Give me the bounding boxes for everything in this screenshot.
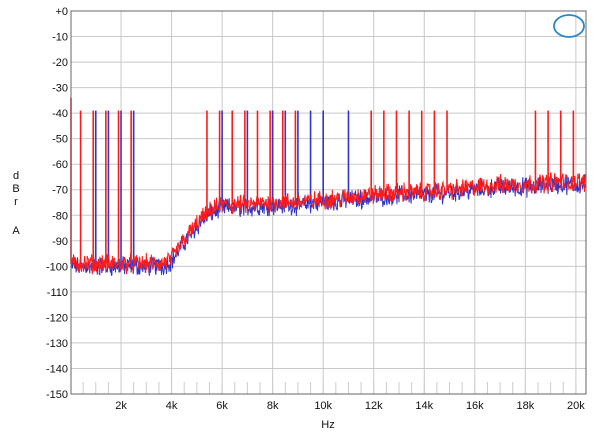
y-axis-title-d: d	[13, 170, 19, 182]
minor-ticks	[82, 382, 577, 394]
y-tick-label: -20	[52, 57, 68, 69]
x-tick-label: 18k	[516, 400, 534, 412]
plot-frame	[70, 10, 587, 395]
y-axis-title-a: A	[12, 225, 20, 237]
y-tick-label: +0	[55, 6, 68, 18]
y-tick-label: -30	[52, 83, 68, 95]
y-tick-label: -70	[52, 185, 68, 197]
y-tick-label: -60	[52, 159, 68, 171]
x-tick-label: 20k	[567, 400, 585, 412]
x-tick-label: 8k	[267, 400, 279, 412]
x-tick-label: 4k	[166, 400, 178, 412]
x-tick-labels: 2k 4k 6k 8k 10k 12k 14k 16k 18k 20k	[115, 400, 585, 412]
x-tick-label: 6k	[216, 400, 228, 412]
y-tick-label: -140	[46, 363, 68, 375]
x-axis-title: Hz	[321, 419, 334, 431]
y-tick-label: -100	[46, 261, 68, 273]
y-tick-label: -10	[52, 32, 68, 44]
y-tick-label: -120	[46, 312, 68, 324]
y-tick-label: -40	[52, 108, 68, 120]
y-tick-label: -50	[52, 134, 68, 146]
x-tick-label: 2k	[115, 400, 127, 412]
y-tick-label: -130	[46, 338, 68, 350]
y-tick-label: -80	[52, 210, 68, 222]
x-tick-label: 16k	[466, 400, 484, 412]
y-tick-label: -110	[47, 287, 68, 299]
x-tick-label: 14k	[415, 400, 433, 412]
y-axis-title-r: r	[14, 196, 18, 208]
series-1-noise-floor	[70, 172, 587, 275]
y-tick-label: -150	[46, 389, 68, 401]
y-axis-title-b: B	[12, 183, 19, 195]
y-tick-label: -90	[52, 236, 68, 248]
x-tick-label: 12k	[365, 400, 383, 412]
y-tick-labels: +0 -10 -20 -30 -40 -50 -60 -70 -80 -90 -100 -110 -12…	[46, 6, 68, 401]
ap-logo	[553, 14, 585, 38]
x-tick-label: 10k	[314, 400, 332, 412]
ap-logo-ring	[553, 14, 585, 38]
